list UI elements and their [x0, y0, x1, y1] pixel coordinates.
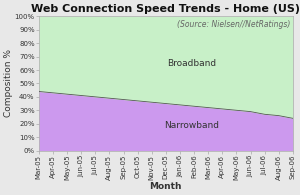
Y-axis label: Composition %: Composition % [4, 49, 13, 117]
Title: Web Connection Speed Trends - Home (US): Web Connection Speed Trends - Home (US) [31, 4, 300, 14]
X-axis label: Month: Month [150, 182, 182, 191]
Text: (Source: Nielsen//NetRatings): (Source: Nielsen//NetRatings) [177, 20, 290, 29]
Text: Broadband: Broadband [167, 59, 216, 68]
Text: Narrowband: Narrowband [164, 121, 219, 129]
